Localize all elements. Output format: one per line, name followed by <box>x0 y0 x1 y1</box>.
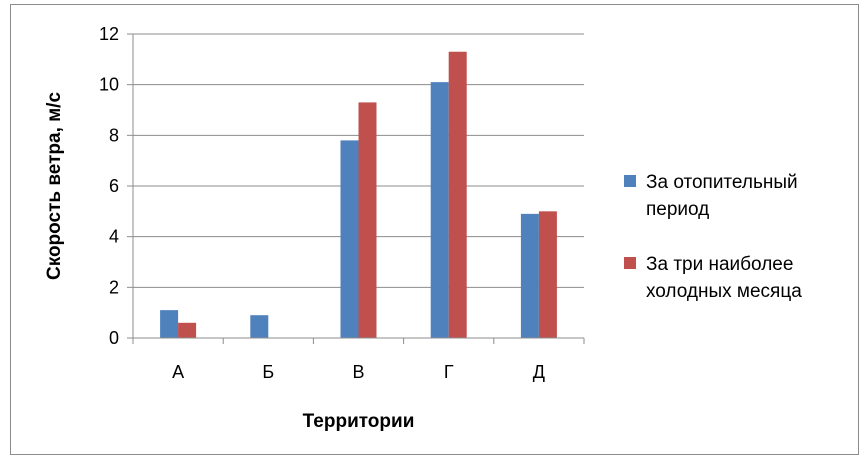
legend-swatch <box>624 257 636 269</box>
legend-label: период <box>646 199 709 220</box>
y-tick-labels: 0 2 4 6 8 10 12 <box>99 24 119 348</box>
legend-label: За отопительный <box>646 172 798 193</box>
x-tick-label: Г <box>444 362 454 382</box>
legend: За отопительный период За три наиболее холо… <box>624 172 802 302</box>
x-axis-label: Территории <box>303 411 415 432</box>
legend-label: холодных месяца <box>646 281 802 302</box>
bars <box>160 51 557 339</box>
y-tick-label: 6 <box>109 176 119 196</box>
legend-swatch <box>624 175 636 187</box>
y-axis-label: Скорость ветра, м/с <box>44 92 65 280</box>
x-tick-labels: А Б В Г Д <box>172 362 545 382</box>
bar <box>178 322 197 338</box>
bar <box>538 211 557 338</box>
bar <box>340 140 359 338</box>
bar <box>430 82 449 338</box>
axes <box>127 33 585 344</box>
gridlines <box>133 33 584 288</box>
y-tick-label: 0 <box>109 328 119 348</box>
bar <box>448 51 467 338</box>
x-tick-label: А <box>172 362 184 382</box>
x-tick-label: В <box>352 362 364 382</box>
bar <box>358 102 377 339</box>
y-tick-label: 2 <box>109 277 119 297</box>
bar <box>250 315 269 338</box>
bar <box>160 310 179 338</box>
y-tick-label: 8 <box>109 125 119 145</box>
x-tick-label: Д <box>533 362 545 382</box>
y-tick-label: 10 <box>99 75 119 95</box>
y-tick-label: 12 <box>99 24 119 44</box>
bar <box>520 213 539 338</box>
x-tick-label: Б <box>262 362 274 382</box>
y-tick-label: 4 <box>109 227 119 247</box>
legend-label: За три наиболее <box>646 254 793 275</box>
